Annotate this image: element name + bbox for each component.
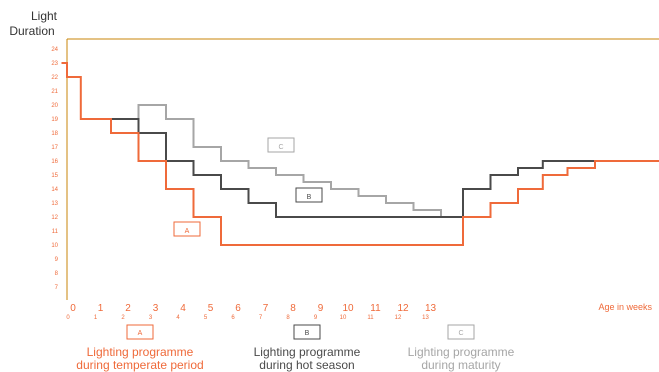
series-b-label-box xyxy=(295,187,323,203)
y-tick-label: 16 xyxy=(51,159,58,165)
series-c-line xyxy=(137,104,442,217)
x-tick-label: 1 xyxy=(98,303,104,314)
x-subtick-label: 3 xyxy=(149,315,153,321)
y-tick-label: 8 xyxy=(55,271,59,277)
legend-a-key: A xyxy=(138,330,143,337)
x-tick-label: 8 xyxy=(290,303,296,314)
y-tick-label: 24 xyxy=(51,47,58,53)
x-subtick-label: 8 xyxy=(286,315,290,321)
x-subtick-label: 1 xyxy=(94,315,98,321)
x-subtick-label: 2 xyxy=(121,315,125,321)
series-c-label-box xyxy=(267,137,295,153)
x-subtick-label: 12 xyxy=(395,315,402,321)
y-tick-label: 11 xyxy=(52,229,59,235)
x-tick-label: 2 xyxy=(125,303,131,314)
y-tick-label: 9 xyxy=(55,257,59,263)
series-c-label: C xyxy=(278,144,283,151)
y-tick-label: 10 xyxy=(51,243,58,249)
y-tick-label: 7 xyxy=(55,285,59,291)
x-tick-label: 10 xyxy=(342,303,354,314)
y-tick-label: 17 xyxy=(51,145,58,151)
series-a-line xyxy=(61,62,659,246)
x-tick-label: 11 xyxy=(370,303,381,314)
legend-a-box xyxy=(126,324,154,340)
y-tick-label: 15 xyxy=(51,173,58,179)
legend-a-line2: during temperate period xyxy=(76,358,203,372)
x-subtick-label: 11 xyxy=(367,315,374,321)
legend-c-line2: during maturity xyxy=(421,358,500,372)
legend-a-line1: Lighting programme xyxy=(87,345,194,359)
x-tick-label: 5 xyxy=(208,303,214,314)
legend-b-line1: Lighting programme xyxy=(254,345,361,359)
x-tick-label: 6 xyxy=(235,303,241,314)
y-tick-label: 20 xyxy=(51,103,58,109)
legend-c-box xyxy=(447,324,475,340)
y-tick-label: 14 xyxy=(51,187,58,193)
x-subtick-label: 4 xyxy=(176,315,180,321)
y-tick-label: 23 xyxy=(51,61,58,67)
x-subtick-label: 7 xyxy=(259,315,263,321)
legend-c-key: C xyxy=(458,330,463,337)
series-b-label: B xyxy=(307,194,312,201)
legend-b-key: B xyxy=(305,330,310,337)
x-tick-label: 4 xyxy=(180,303,186,314)
legend-b-box xyxy=(293,324,321,340)
y-tick-label: 12 xyxy=(51,215,58,221)
legend-b-line2: during hot season xyxy=(259,358,354,372)
x-subtick-label: 6 xyxy=(231,315,235,321)
x-tick-label: 12 xyxy=(397,303,409,314)
x-tick-label: 7 xyxy=(263,303,269,314)
series-b-line xyxy=(111,118,595,218)
legend-c-line1: Lighting programme xyxy=(408,345,515,359)
y-tick-label: 13 xyxy=(51,201,58,207)
x-tick-label: 3 xyxy=(153,303,159,314)
y-tick-label: 22 xyxy=(51,75,58,81)
y-tick-label: 18 xyxy=(51,131,58,137)
x-tick-label: 9 xyxy=(318,303,324,314)
x-subtick-label: 9 xyxy=(314,315,318,321)
x-tick-label: 0 xyxy=(70,303,76,314)
x-subtick-label: 13 xyxy=(422,315,429,321)
x-subtick-label: 5 xyxy=(204,315,208,321)
x-subtick-label: 10 xyxy=(340,315,347,321)
x-tick-label: 13 xyxy=(425,303,437,314)
y-axis-label-line1: Light xyxy=(31,9,58,23)
x-axis-label: Age in weeks xyxy=(598,302,652,312)
y-tick-label: 19 xyxy=(51,117,58,123)
y-tick-label: 21 xyxy=(51,89,58,95)
series-a-label-box xyxy=(173,221,201,237)
y-axis-label-line2: Duration xyxy=(9,24,54,38)
series-a-label: A xyxy=(185,228,190,235)
x-subtick-label: 0 xyxy=(66,315,70,321)
